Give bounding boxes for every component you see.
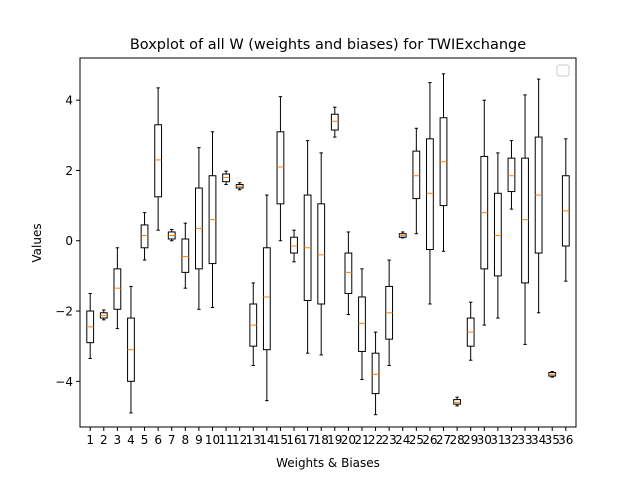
x-tick-label: 9	[195, 433, 203, 447]
box	[276, 131, 285, 205]
x-tick-label: 25	[409, 433, 424, 447]
y-axis-label: Values	[30, 223, 44, 262]
x-tick-label: 12	[232, 433, 247, 447]
x-tick-label: 13	[246, 433, 261, 447]
x-tick-label: 28	[449, 433, 464, 447]
box	[290, 236, 298, 254]
x-tick-label: 10	[205, 433, 220, 447]
box	[493, 192, 502, 277]
y-tick-label: 2	[65, 164, 73, 178]
x-tick-label: 8	[181, 433, 189, 447]
box	[371, 352, 380, 395]
y-tick-label: −4	[55, 375, 73, 389]
x-tick-label: 7	[168, 433, 176, 447]
y-tick-label: 4	[65, 94, 73, 108]
x-tick-label: 4	[127, 433, 135, 447]
x-tick-label: 36	[558, 433, 573, 447]
box	[262, 247, 271, 351]
x-tick-label: 26	[422, 433, 437, 447]
x-tick-label: 18	[314, 433, 329, 447]
x-tick-label: 31	[490, 433, 505, 447]
box	[453, 399, 461, 405]
x-tick-label: 14	[259, 433, 274, 447]
x-tick-label: 5	[141, 433, 149, 447]
box	[507, 157, 516, 193]
x-tick-label: 30	[477, 433, 492, 447]
x-tick-label: 23	[382, 433, 397, 447]
box	[344, 252, 353, 294]
box	[113, 268, 122, 310]
box	[140, 224, 149, 249]
x-tick-label: 29	[463, 433, 478, 447]
x-tick-label: 19	[327, 433, 342, 447]
x-tick-label: 3	[114, 433, 122, 447]
box	[358, 296, 366, 352]
y-tick-label: −2	[55, 305, 73, 319]
chart-title: Boxplot of all W (weights and biases) fo…	[130, 37, 526, 53]
legend-box	[556, 64, 570, 77]
x-axis-label: Weights & Biases	[276, 456, 380, 470]
x-tick-label: 2	[100, 433, 108, 447]
x-tick-label: 22	[368, 433, 383, 447]
box	[181, 238, 190, 273]
x-tick-label: 1	[86, 433, 94, 447]
x-tick-label: 15	[273, 433, 288, 447]
x-tick-label: 24	[395, 433, 410, 447]
box	[412, 150, 421, 200]
plot-frame	[79, 57, 577, 428]
x-tick-label: 11	[218, 433, 233, 447]
x-tick-label: 35	[545, 433, 560, 447]
box	[317, 203, 326, 305]
x-tick-label: 16	[286, 433, 301, 447]
y-tick-label: 0	[65, 234, 73, 248]
x-tick-label: 21	[354, 433, 369, 447]
x-tick-label: 34	[531, 433, 546, 447]
box	[426, 138, 434, 251]
box	[154, 124, 163, 198]
x-tick-label: 27	[436, 433, 451, 447]
x-tick-label: 33	[517, 433, 532, 447]
x-tick-label: 17	[300, 433, 315, 447]
box	[330, 113, 339, 131]
box	[521, 157, 529, 284]
x-tick-label: 32	[504, 433, 519, 447]
x-tick-label: 6	[154, 433, 162, 447]
x-tick-label: 20	[341, 433, 356, 447]
